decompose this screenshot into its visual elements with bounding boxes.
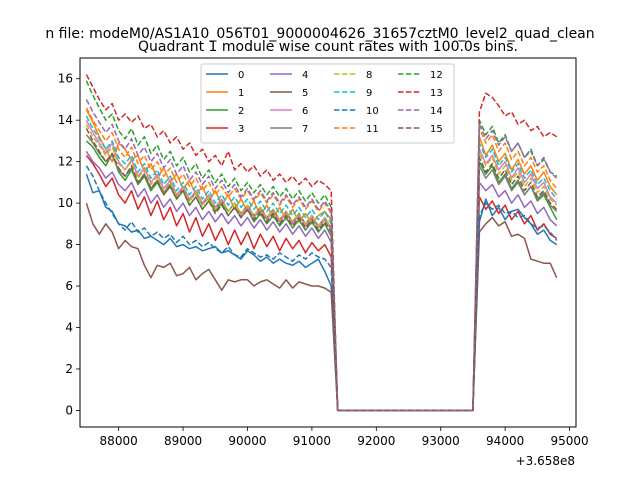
y-tick-label: 16 — [58, 72, 73, 86]
legend-label-5: 5 — [302, 88, 308, 99]
series-line-2 — [85, 140, 558, 412]
y-tick-label: 12 — [58, 155, 73, 169]
series-line-10 — [85, 165, 558, 412]
chart-title: Quadrant 1 module wise count rates with … — [138, 39, 518, 55]
series-line-12 — [85, 80, 558, 412]
y-tick-label: 10 — [58, 196, 73, 210]
x-tick-label: 88000 — [100, 434, 138, 448]
legend-label-11: 11 — [366, 124, 379, 135]
series-line-6 — [85, 119, 558, 412]
legend-label-14: 14 — [430, 106, 443, 117]
series-line-13 — [85, 74, 558, 412]
series-line-0 — [85, 173, 558, 412]
x-tick-label: 92000 — [357, 434, 395, 448]
legend-label-13: 13 — [430, 88, 443, 99]
y-tick-label: 2 — [65, 362, 73, 376]
x-tick-label: 91000 — [293, 434, 331, 448]
legend-box — [200, 63, 455, 144]
x-axis-offset-label: +3.658e8 — [516, 454, 575, 468]
y-tick-label: 4 — [65, 320, 73, 334]
series-line-3 — [85, 154, 558, 412]
x-tick-label: 94000 — [486, 434, 524, 448]
series-line-9 — [85, 115, 558, 412]
series-line-15 — [85, 128, 558, 412]
series-line-11 — [85, 107, 558, 412]
x-tick-label: 89000 — [164, 434, 202, 448]
legend-label-0: 0 — [238, 70, 244, 81]
y-tick-label: 6 — [65, 279, 73, 293]
legend-label-15: 15 — [430, 124, 443, 135]
y-tick-label: 8 — [65, 238, 73, 252]
y-tick-label: 0 — [65, 403, 73, 417]
legend-label-7: 7 — [302, 124, 308, 135]
series-line-14 — [85, 99, 558, 412]
legend-label-2: 2 — [238, 106, 244, 117]
legend-label-8: 8 — [366, 70, 372, 81]
legend-label-6: 6 — [302, 106, 308, 117]
plot-area — [85, 74, 558, 412]
axes-frame — [79, 57, 577, 428]
x-tick-label: 93000 — [422, 434, 460, 448]
series-line-4 — [85, 150, 558, 412]
legend-label-1: 1 — [238, 88, 244, 99]
x-axis: 88000 89000 90000 91000 92000 93000 94000 95000 — [100, 427, 589, 448]
y-axis: 0 2 4 6 8 10 12 14 16 — [58, 72, 80, 417]
legend-label-9: 9 — [366, 88, 372, 99]
series-line-8 — [85, 123, 558, 412]
legend-label-10: 10 — [366, 106, 379, 117]
legend-label-3: 3 — [238, 124, 244, 135]
figure-suptitle: n file: modeM0/AS1A10_056T01_9000004626_… — [45, 26, 594, 42]
y-tick-label: 14 — [58, 113, 73, 127]
series-line-5 — [85, 202, 558, 412]
legend-label-4: 4 — [302, 70, 308, 81]
legend-label-12: 12 — [430, 70, 443, 81]
x-tick-label: 90000 — [228, 434, 266, 448]
x-tick-label: 95000 — [550, 434, 588, 448]
